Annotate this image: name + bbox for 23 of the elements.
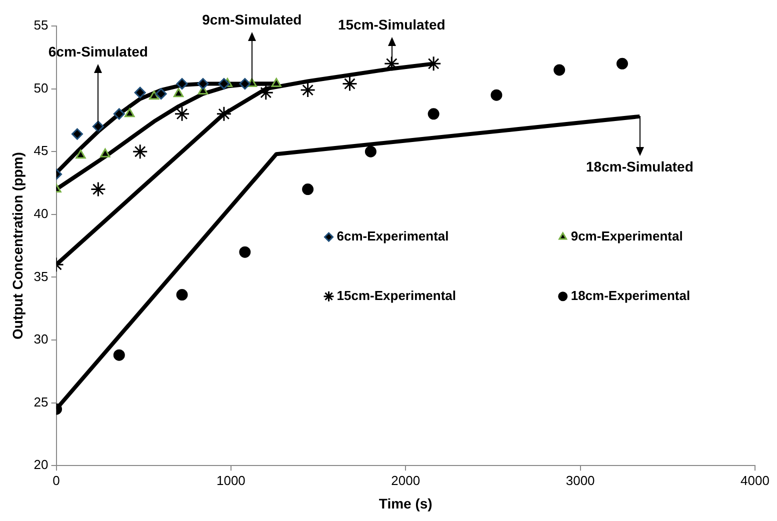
y-tick-label: 20 [34,457,48,472]
text: 6cm-Simulated [48,43,148,60]
text: 18cm-Simulated [586,158,694,174]
x-tick-label: 0 [52,472,60,488]
text: 15cm-Simulated [338,16,446,33]
y-tick-label: 55 [34,18,48,33]
legend-label: 15cm-Experimental [336,288,456,303]
x-axis-title: Time (s) [378,495,432,512]
y-tick-label: 30 [34,332,48,347]
y-tick-label: 35 [34,268,48,284]
legend-label: 9cm-Experimental [570,228,683,244]
x-tick-label: 4000 [740,472,770,488]
y-tick-label: 45 [34,143,48,158]
legend-label: 6cm-Experimental [336,228,449,244]
y-tick-label: 25 [34,394,48,410]
x-tick-label: 1000 [216,472,246,488]
y-tick-label: 50 [34,80,48,96]
y-axis-title: Output Concentration (ppm) [9,152,26,340]
x-tick-label: 3000 [566,472,595,488]
legend-label: 18cm-Experimental [570,288,690,303]
text: 9cm-Simulated [202,12,302,28]
x-tick-label: 2000 [391,472,420,488]
y-tick-label: 40 [34,206,48,221]
